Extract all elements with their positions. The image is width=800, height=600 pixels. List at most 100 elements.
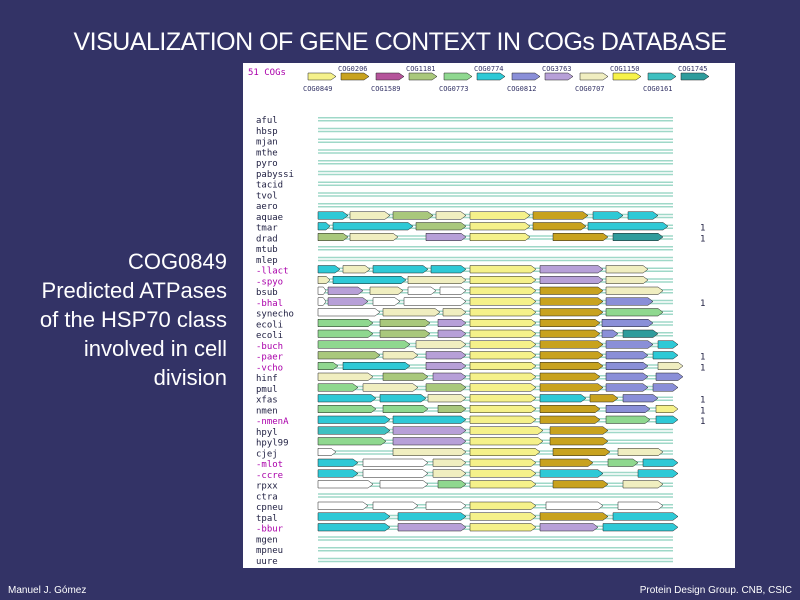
gene-arrow [437,405,467,413]
track-baseline [318,203,673,205]
organism-label: aful [256,116,278,126]
gene-arrow [469,222,531,231]
gene-arrow [605,286,664,295]
organism-label: pmul [256,385,278,395]
gene-arrow [469,383,537,392]
gene-arrow [317,426,391,435]
gene-arrow [317,523,391,532]
legend-cog-label: COG0161 [643,85,673,93]
gene-count: 1 [700,396,705,406]
track-baseline [318,259,673,262]
gene-arrow [349,233,399,241]
gene-arrow [655,415,679,424]
track-baseline [318,550,673,552]
legend-cog-label: COG0774 [474,65,504,73]
organism-label: tmar [256,224,278,234]
gene-arrow [342,265,371,274]
gene-arrow [369,286,404,295]
legend-gene-arrow [375,72,405,81]
gene-count: 1 [700,353,705,363]
track-baseline [318,195,673,197]
gene-arrow [317,437,387,446]
gene-arrow [539,415,601,424]
gene-arrow [372,501,419,510]
gene-arrow [622,329,659,338]
gene-arrow [605,308,664,317]
track-baseline [318,138,673,140]
gene-arrow [601,319,654,327]
gene-count: 1 [700,406,705,416]
gene-arrow [539,276,604,284]
gene-arrow [469,415,537,424]
gene-arrow [469,308,537,317]
gene-arrow [539,372,601,381]
gene-arrow [392,415,467,424]
organism-label: uure [256,557,278,567]
gene-arrow [317,501,369,510]
track-baseline [318,149,673,151]
gene-arrow [469,426,544,435]
legend-cog-label: COG0849 [303,85,333,93]
gene-arrow [605,265,649,274]
organism-label: mtub [256,245,278,255]
gene-arrow [379,319,431,327]
organism-label: mlep [256,256,278,266]
organism-label: -buch [256,342,283,352]
organism-label: mpneu [256,546,283,556]
gene-arrow [317,480,374,489]
organism-label: -paer [256,353,284,363]
gene-arrow [317,297,327,306]
gene-arrow [362,383,419,392]
gene-arrow [437,319,467,327]
gene-arrow [657,362,684,370]
gene-arrow [539,383,604,392]
track-baseline [318,181,673,183]
legend-gene-arrow [579,72,609,81]
gene-arrow [317,276,331,284]
gene-arrow [552,233,609,241]
gene-arrow [552,448,611,456]
gene-arrow [469,372,537,381]
gene-arrow [532,211,589,220]
track-baseline [318,249,673,251]
organism-label: hbsp [256,127,278,137]
organism-label: mjan [256,138,278,148]
gene-arrow [379,329,431,338]
organism-label: -nmenA [256,417,289,427]
gene-arrow [425,233,467,241]
organism-label: drad [256,234,278,244]
gene-arrow [437,329,467,338]
gene-arrow [317,211,349,220]
caption-line: division [153,365,227,390]
gene-arrow [362,458,429,467]
gene-arrow [397,512,467,521]
gene-arrow [435,211,467,220]
gene-arrow [617,448,664,456]
legend-cog-label: COG1150 [610,65,640,73]
caption-line: involved in cell [83,336,227,361]
gene-arrow [657,340,679,349]
legend-cog-label: COG3763 [542,65,572,73]
caption-line: of the HSP70 class [39,307,227,332]
organism-label: ctra [256,492,278,502]
track-baseline [318,256,673,259]
gene-arrow [617,501,664,510]
gene-arrow [642,458,679,467]
organism-label: aero [256,202,278,212]
gene-arrow [327,297,369,306]
organism-label: tpal [256,514,278,524]
gene-arrow [469,351,537,360]
gene-arrow [407,286,437,295]
gene-arrow [605,340,654,349]
legend-cog-label: COG0206 [338,65,368,73]
gene-arrow [317,383,359,392]
gene-arrow [652,383,679,392]
gene-arrow [469,329,537,338]
organism-label: xfas [256,396,278,406]
gene-arrow [317,405,377,413]
legend-gene-arrow [340,72,370,81]
gene-arrow [317,351,381,360]
gene-arrow [415,340,467,349]
track-baseline [318,536,673,538]
gene-arrow [317,448,337,456]
